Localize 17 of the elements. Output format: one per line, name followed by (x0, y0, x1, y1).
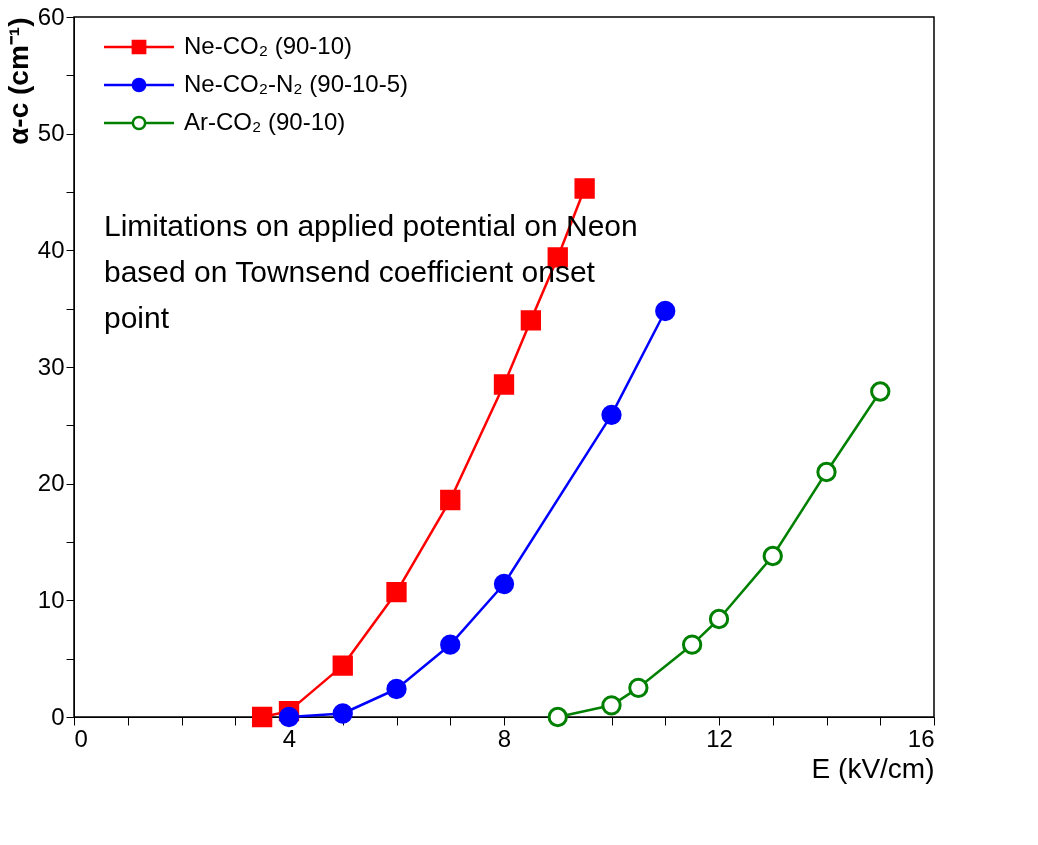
legend-label: Ne-CO₂-N₂ (90-10-5) (184, 70, 409, 97)
y-tick-label: 10 (37, 585, 65, 613)
y-tick-label: 20 (37, 469, 65, 497)
x-tick-label: 0 (74, 724, 88, 752)
x-axis-title: E (kV/cm) (811, 752, 935, 784)
x-tick-label: 12 (706, 724, 733, 752)
y-axis-title: α-c (cm⁻¹) (2, 17, 34, 145)
legend-label: Ne-CO₂ (90-10) (184, 32, 353, 59)
x-tick-label: 4 (282, 724, 297, 752)
y-tick-label: 60 (37, 2, 65, 30)
y-tick-label: 50 (37, 119, 65, 147)
x-tick-label: 8 (497, 724, 512, 752)
y-tick-label: 40 (37, 235, 65, 263)
y-tick-label: 30 (37, 352, 65, 380)
legend-label: Ar-CO₂ (90-10) (184, 108, 346, 135)
y-tick-label: 0 (51, 702, 65, 730)
x-tick-label: 16 (907, 724, 935, 752)
